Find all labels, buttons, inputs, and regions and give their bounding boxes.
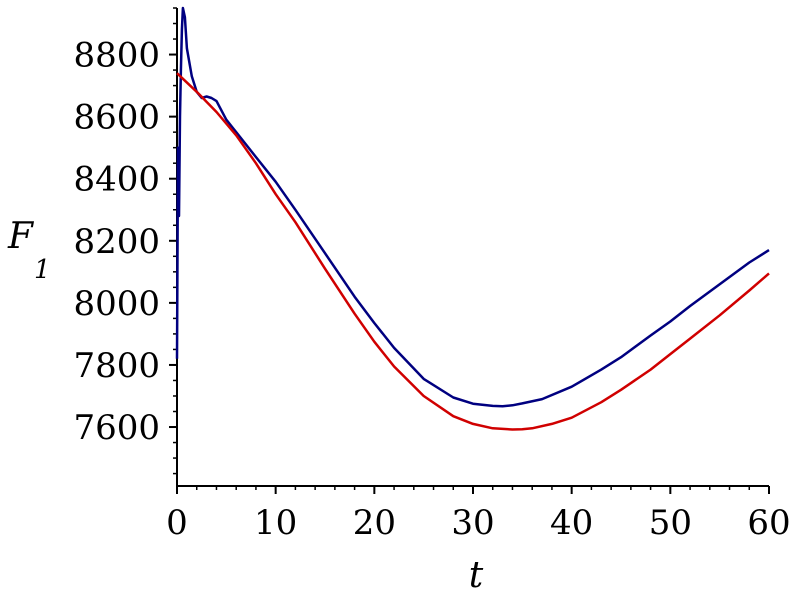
x-tick-label: 20 [353,503,396,543]
y-tick-label: 8200 [73,222,160,262]
series-layer [175,6,770,431]
y-axis-title: F [7,216,35,257]
x-tick-label: 10 [254,503,297,543]
y-tick-label: 8400 [73,160,160,200]
y-tick-label: 8800 [73,36,160,76]
x-axis-title: t [469,555,484,596]
y-tick-label: 7600 [73,408,160,448]
series-line-2 [176,72,770,431]
y-tick-label: 7800 [73,346,160,386]
x-tick-label: 40 [550,503,593,543]
series-line-1 [175,6,770,408]
y-axis-title-subscript: 1 [34,255,51,285]
axes [176,8,769,487]
y-tick-label: 8600 [73,98,160,138]
ticks: 0 10 20 30 40 50 60 7600 7800 8000 8200 8400 8600 880… [73,7,791,543]
x-tick-label: 50 [649,503,692,543]
y-tick-label: 8000 [73,284,160,324]
x-tick-label: 0 [166,503,188,543]
x-tick-label: 60 [747,503,790,543]
x-tick-label: 30 [451,503,494,543]
